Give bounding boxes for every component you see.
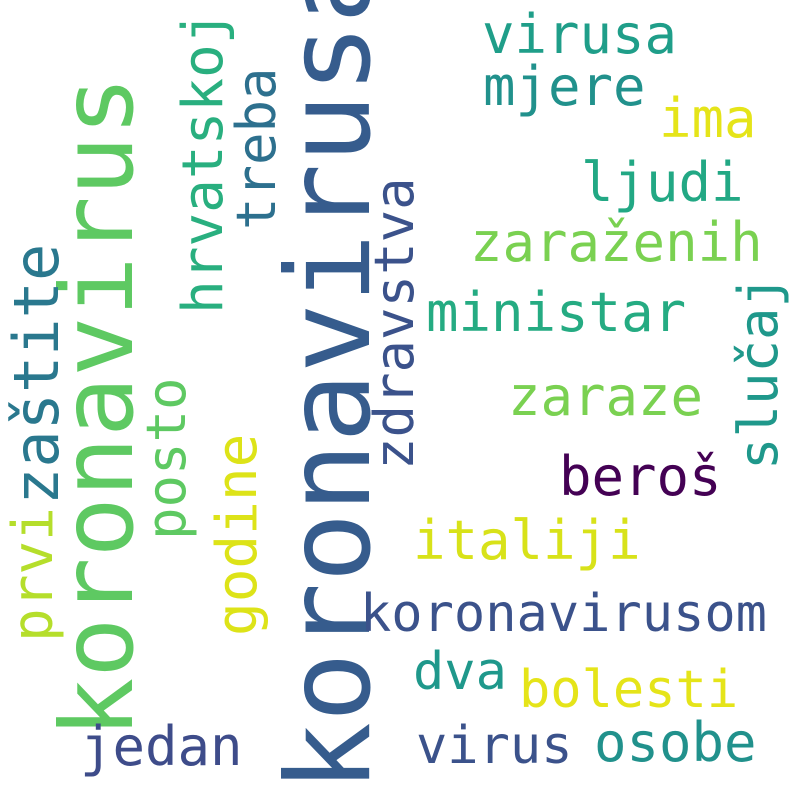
word-dva: dva: [413, 642, 507, 702]
word-zarazenih: zaraženih: [470, 211, 763, 274]
word-zdravstva: zdravstva: [363, 177, 426, 470]
word-godine: godine: [205, 433, 270, 636]
word-slucaj: slučaj: [727, 274, 790, 470]
word-bolesti: bolesti: [519, 660, 739, 720]
word-beros: beroš: [559, 445, 722, 508]
word-hrvatskoj: hrvatskoj: [171, 10, 236, 314]
word-ima: ima: [659, 87, 757, 150]
word-osobe: osobe: [594, 711, 757, 774]
word-ministar: ministar: [426, 281, 687, 344]
word-koronavirusom: koronavirusom: [360, 584, 767, 644]
word-virusa: virusa: [482, 3, 678, 66]
word-zaraze: zaraze: [508, 365, 704, 428]
word-italiji: italiji: [413, 509, 641, 572]
word-prvi: prvi: [1, 507, 66, 642]
word-zastite: zaštite: [0, 243, 73, 505]
word-jedan: jedan: [80, 715, 243, 778]
word-mjere: mjere: [483, 55, 646, 118]
word-posto: posto: [135, 377, 198, 540]
word-ljudi: ljudi: [581, 151, 744, 214]
word-treba: treba: [225, 67, 288, 230]
word-virus: virus: [416, 716, 573, 776]
